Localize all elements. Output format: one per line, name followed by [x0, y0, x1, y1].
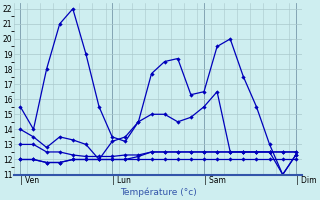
- X-axis label: Température (°c): Température (°c): [120, 188, 196, 197]
